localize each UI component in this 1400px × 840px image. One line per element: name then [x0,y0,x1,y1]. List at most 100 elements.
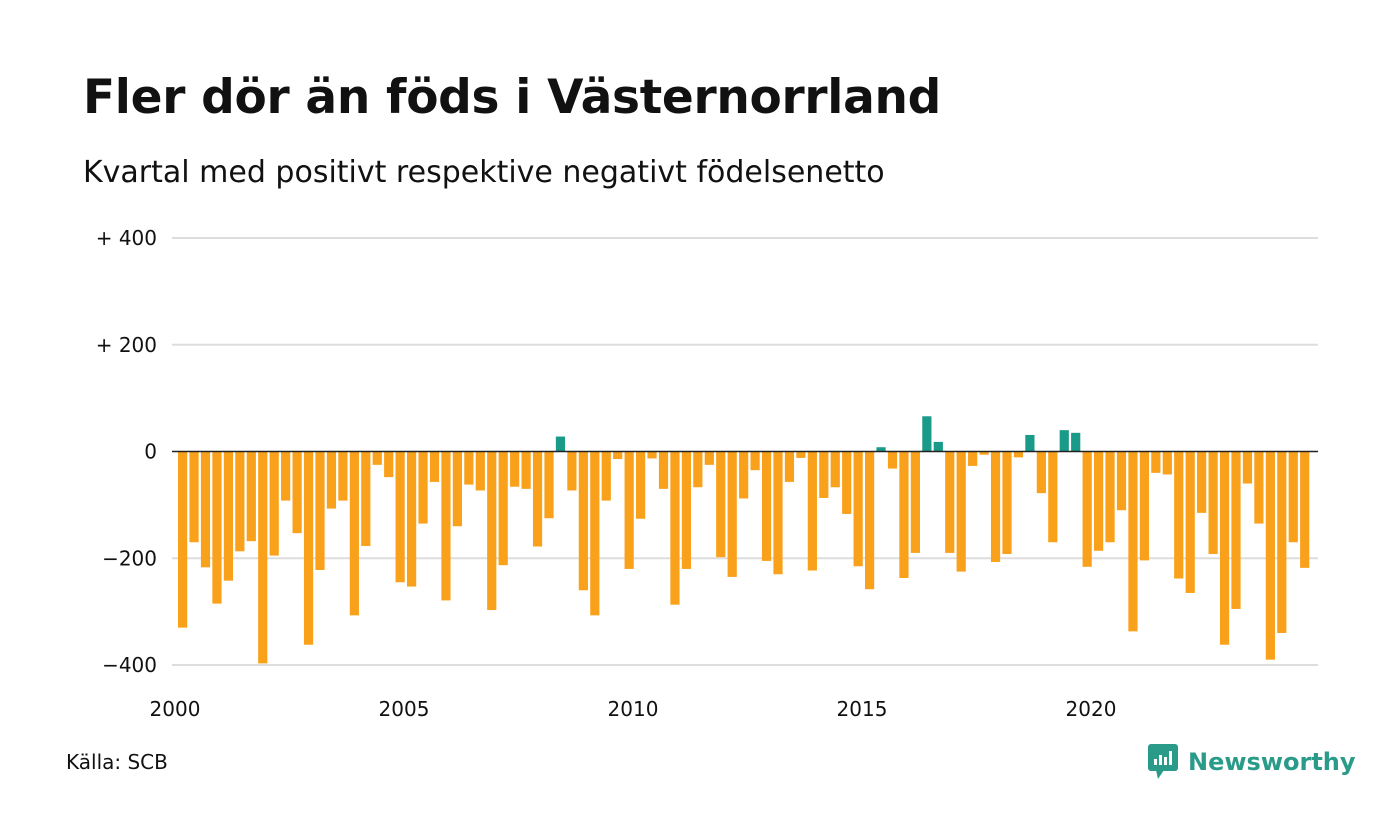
bar-negative [1242,451,1253,484]
x-tick-label: 2020 [1066,697,1117,721]
bar-negative [1082,451,1092,567]
bar-negative [807,451,817,571]
bar-negative [510,451,520,487]
bar-negative [1265,451,1275,660]
bar-negative [258,451,268,664]
bar-negative [269,451,279,556]
bar-negative [1219,451,1230,645]
bar-negative [590,451,600,616]
bar-positive [933,441,943,452]
bar-negative [1013,451,1024,458]
bar-negative [990,451,1001,562]
bar-negative [853,451,863,567]
bar-negative [532,451,543,547]
bar-negative [1151,451,1161,473]
bar-negative [544,451,554,519]
newsworthy-logo: Newsworthy [1148,744,1356,780]
bar-positive [1059,430,1069,452]
newsworthy-chat-icon [1148,744,1178,779]
bar-negative [200,451,211,568]
bar-negative [521,451,531,489]
bar-negative [1300,451,1310,568]
bar-negative [887,451,898,469]
bar-negative [1208,451,1218,554]
bar-negative [384,451,394,478]
bar-negative [1139,451,1149,561]
bar-negative [361,451,371,546]
y-tick-label: + 200 [96,333,157,357]
bar-negative [464,451,474,485]
y-tick-label: −400 [102,653,157,677]
x-tick-label: 2010 [608,697,659,721]
bar-negative [1116,451,1127,511]
bar-positive [876,447,886,452]
bar-negative [1197,451,1207,513]
bar-negative [498,451,508,566]
bar-negative [1254,451,1264,524]
bar-negative [750,451,760,471]
bar-negative [1174,451,1184,579]
bar-positive [1025,434,1035,452]
source-note: Källa: SCB [66,750,168,774]
bar-negative [842,451,852,514]
y-tick-label: 0 [144,440,157,464]
bar-negative [899,451,909,578]
bar-negative [647,451,657,459]
chart-title: Fler dör än föds i Västernorrland [83,70,941,125]
bar-negative [223,451,233,581]
bar-negative [407,451,417,587]
bar-positive [555,436,566,452]
bar-negative [452,451,462,527]
bar-negative [1105,451,1115,543]
bar-negative [578,451,588,591]
bar-negative [601,451,611,501]
bar-negative [945,451,955,553]
bar-positive [922,416,932,452]
bar-negative [292,451,302,534]
bar-negative [704,451,714,465]
bar-negative [979,451,989,455]
x-tick-label: 2005 [379,697,430,721]
y-tick-label: −200 [102,546,157,570]
bar-negative [189,451,199,543]
bar-negative [281,451,291,501]
bar-negative [338,451,348,501]
bar-negative [1231,451,1241,609]
bar-negative [727,451,737,577]
bar-negative [487,451,497,611]
bar-negative [246,451,256,542]
bar-negative [865,451,875,590]
bar-negative [315,451,325,570]
y-tick-label: + 400 [96,226,157,250]
x-tick-label: 2000 [150,697,201,721]
bar-negative [613,451,623,459]
bar-negative [830,451,840,488]
bar-negative [1036,451,1046,494]
bar-negative [418,451,428,524]
bar-negative [761,451,772,561]
bar-negative [1128,451,1138,632]
x-tick-label: 2015 [837,697,888,721]
bar-negative [773,451,783,575]
bar-negative [1288,451,1298,543]
bar-negative [819,451,829,498]
bar-negative [326,451,337,509]
bar-negative [1048,451,1058,543]
bar-negative [784,451,795,482]
bar-negative [303,451,314,645]
bar-negative [910,451,920,553]
bar-negative [716,451,726,558]
bar-negative [739,451,749,499]
bar-negative [475,451,485,491]
bar-negative [1185,451,1195,593]
bar-negative [796,451,806,458]
bar-negative [681,451,691,569]
bar-negative [349,451,359,616]
bar-negative [429,451,440,482]
bar-negative [658,451,669,489]
bar-negative [1277,451,1287,633]
chart-subtitle: Kvartal med positivt respektive negativt… [83,155,885,190]
bar-negative [212,451,222,604]
bar-negative [178,451,188,628]
